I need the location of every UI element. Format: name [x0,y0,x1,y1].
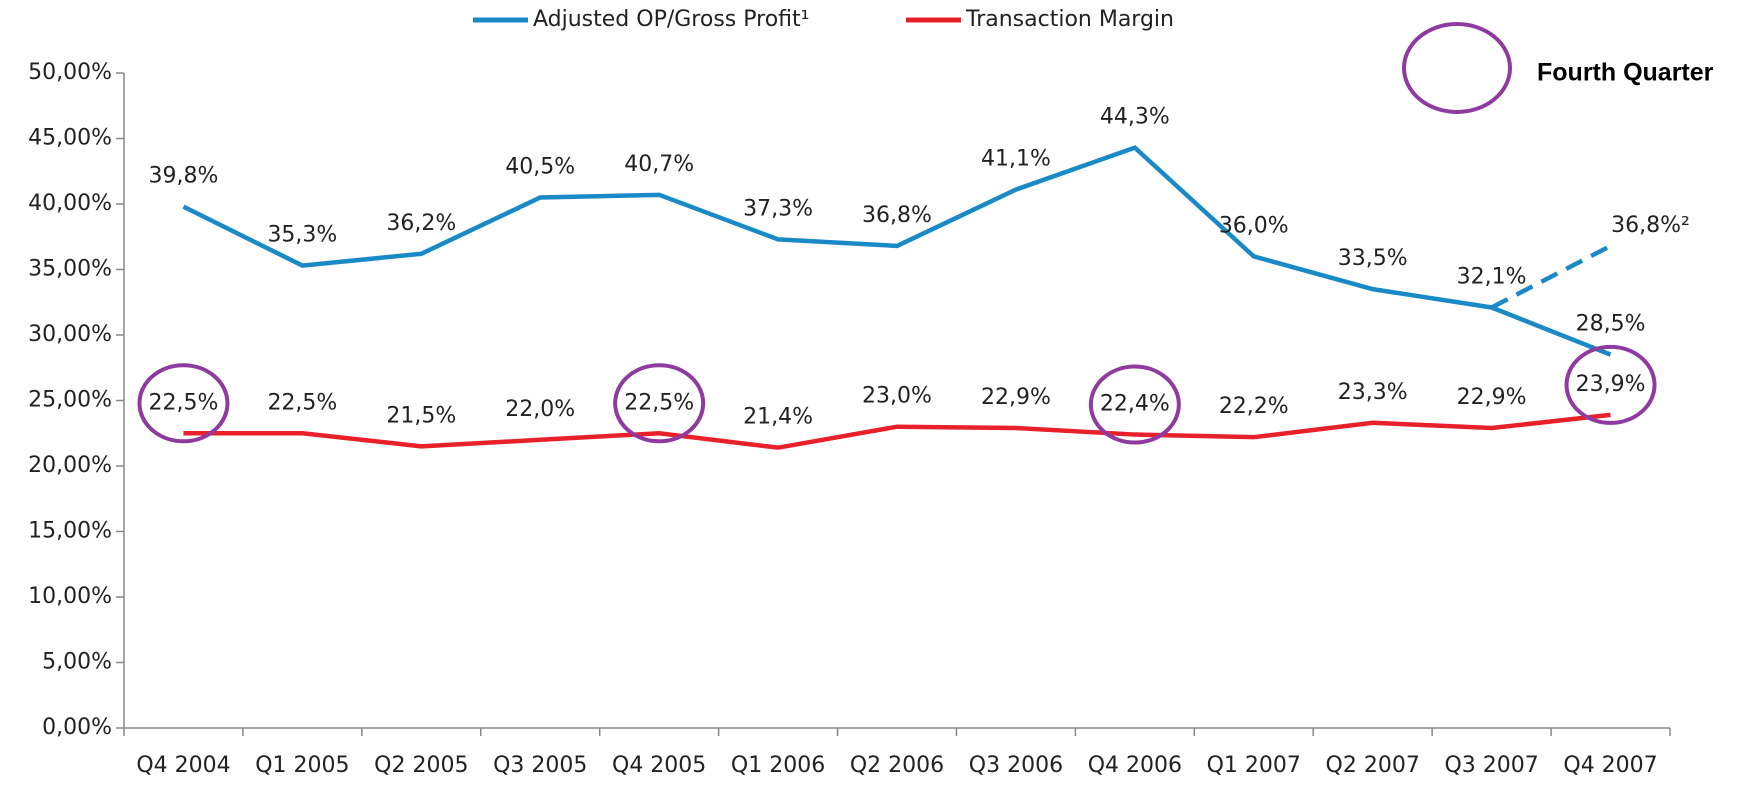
x-tick-label: Q3 2007 [1444,753,1538,778]
y-tick-label: 25,00% [28,388,112,413]
y-tick-label: 0,00% [42,715,112,740]
data-label: 39,8% [149,164,219,189]
data-label: 28,5% [1576,312,1646,337]
series-line [1490,243,1612,310]
y-tick-label: 40,00% [28,191,112,216]
highlight-circle [137,363,230,444]
data-label: 32,1% [1457,264,1527,289]
data-label: 21,4% [743,405,813,430]
y-tick-label: 35,00% [28,257,112,282]
y-tick-label: 45,00% [28,126,112,151]
data-label: 22,9% [1457,385,1527,410]
data-label: 22,9% [981,385,1051,410]
data-label: 22,5% [149,390,219,415]
highlight-key [1402,22,1512,114]
data-label: 21,5% [386,403,456,428]
highlight-circle [1564,344,1657,425]
data-label: 33,5% [1338,246,1408,271]
x-tick-label: Q4 2004 [136,753,230,778]
x-tick-label: Q4 2005 [612,753,706,778]
highlight-circle [613,363,706,444]
y-tick-label: 10,00% [28,584,112,609]
data-label: 36,2% [386,211,456,236]
data-label: 36,8%² [1611,213,1690,238]
y-tick-label: 50,00% [28,60,112,85]
y-tick-label: 5,00% [42,650,112,675]
highlight-circle [1088,364,1181,445]
y-tick-label: 20,00% [28,453,112,478]
y-tick-label: 30,00% [28,322,112,347]
highlight-label: Fourth Quarter [1537,59,1714,87]
data-label: 22,2% [1219,394,1289,419]
series-line [183,412,1611,450]
data-label: 36,8% [862,203,932,228]
data-label: 40,7% [624,152,694,177]
x-tick-label: Q4 2006 [1088,753,1182,778]
data-label: 22,5% [624,390,694,415]
x-tick-label: Q2 2007 [1326,753,1420,778]
series-line [182,145,1612,357]
legend-label: Transaction Margin [965,7,1174,32]
data-label: 37,3% [743,196,813,221]
data-label: 40,5% [505,154,575,179]
data-label: 44,3% [1100,105,1170,130]
data-label: 22,4% [1100,392,1170,417]
data-label: 35,3% [267,223,337,248]
x-tick-label: Q3 2005 [493,753,587,778]
data-label: 23,3% [1338,380,1408,405]
x-tick-label: Q1 2005 [255,753,349,778]
legend-label: Adjusted OP/Gross Profit¹ [533,7,809,32]
data-label: 23,0% [862,384,932,409]
x-tick-label: Q3 2006 [969,753,1063,778]
x-tick-label: Q2 2006 [850,753,944,778]
data-label: 41,1% [981,147,1051,172]
data-label: 36,0% [1219,213,1289,238]
x-tick-label: Q1 2007 [1207,753,1301,778]
x-tick-label: Q4 2007 [1563,753,1657,778]
x-tick-label: Q1 2006 [731,753,825,778]
data-label: 22,5% [267,390,337,415]
data-label: 23,9% [1576,372,1646,397]
data-label: 22,0% [505,397,575,422]
x-tick-label: Q2 2005 [374,753,468,778]
y-tick-label: 15,00% [28,519,112,544]
